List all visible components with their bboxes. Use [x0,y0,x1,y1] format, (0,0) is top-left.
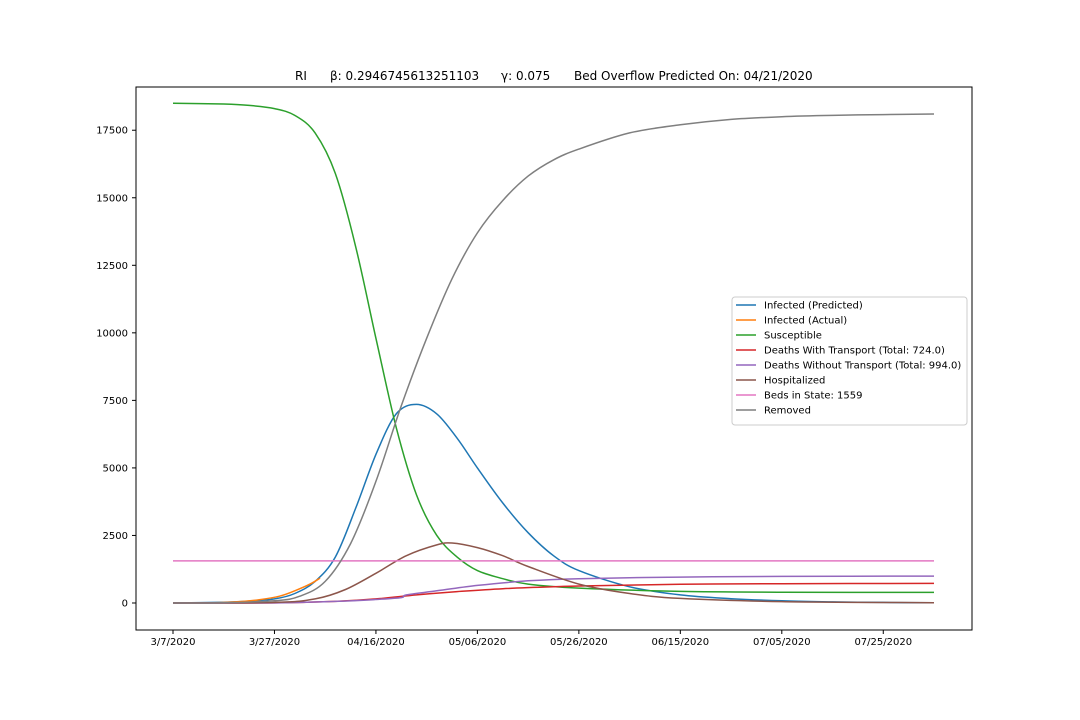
x-tick-label-2: 04/16/2020 [347,637,405,648]
plot-frame [135,86,973,631]
x-tick-label-6: 07/05/2020 [753,637,811,648]
series-layer [172,102,935,604]
chart-title-beta: β: 0.2946745613251103 [330,69,479,83]
series-line-4 [172,575,935,604]
y-tick-label-4: 10000 [96,328,128,339]
x-tick-label-1: 3/27/2020 [249,637,300,648]
x-tick-label-3: 05/06/2020 [449,637,507,648]
legend-label-1: Infected (Actual) [764,316,847,327]
chart-title-gamma: γ: 0.075 [501,69,550,83]
legend-label-7: Removed [764,406,811,417]
legend-label-0: Infected (Predicted) [764,301,863,312]
y-tick-label-1: 2500 [103,531,128,542]
y-tick-label-2: 5000 [103,463,128,474]
y-tick-label-6: 15000 [96,193,128,204]
x-tick-label-4: 05/26/2020 [550,637,608,648]
series-line-5 [172,542,935,604]
series-line-7 [172,113,935,604]
legend-label-3: Deaths With Transport (Total: 724.0) [764,346,945,357]
y-tick-label-5: 12500 [96,261,128,272]
series-line-2 [172,102,935,594]
y-axis: 0 2500 5000 7500 10000 12500 15000 17500 [96,126,136,609]
x-tick-label-0: 3/7/2020 [151,637,196,648]
legend-box [731,296,968,426]
chart-title-overflow: Bed Overflow Predicted On: 04/21/2020 [574,69,813,83]
legend-label-6: Beds in State: 1559 [764,391,863,402]
y-tick-label-0: 0 [122,598,128,609]
x-tick-label-5: 06/15/2020 [652,637,710,648]
series-line-1 [172,577,321,604]
y-tick-label-3: 7500 [103,396,128,407]
series-line-0 [172,403,935,604]
y-tick-label-7: 17500 [96,126,128,137]
legend-label-2: Susceptible [764,331,822,342]
legend-label-4: Deaths Without Transport (Total: 994.0) [764,361,961,372]
legend-label-5: Hospitalized [764,376,825,387]
chart-title-state: RI [295,69,307,83]
legend: Infected (Predicted) Infected (Actual) Sus… [731,296,968,426]
x-tick-label-7: 07/25/2020 [854,637,912,648]
x-axis: 3/7/2020 3/27/2020 04/16/2020 05/06/2020 05/… [151,630,912,648]
